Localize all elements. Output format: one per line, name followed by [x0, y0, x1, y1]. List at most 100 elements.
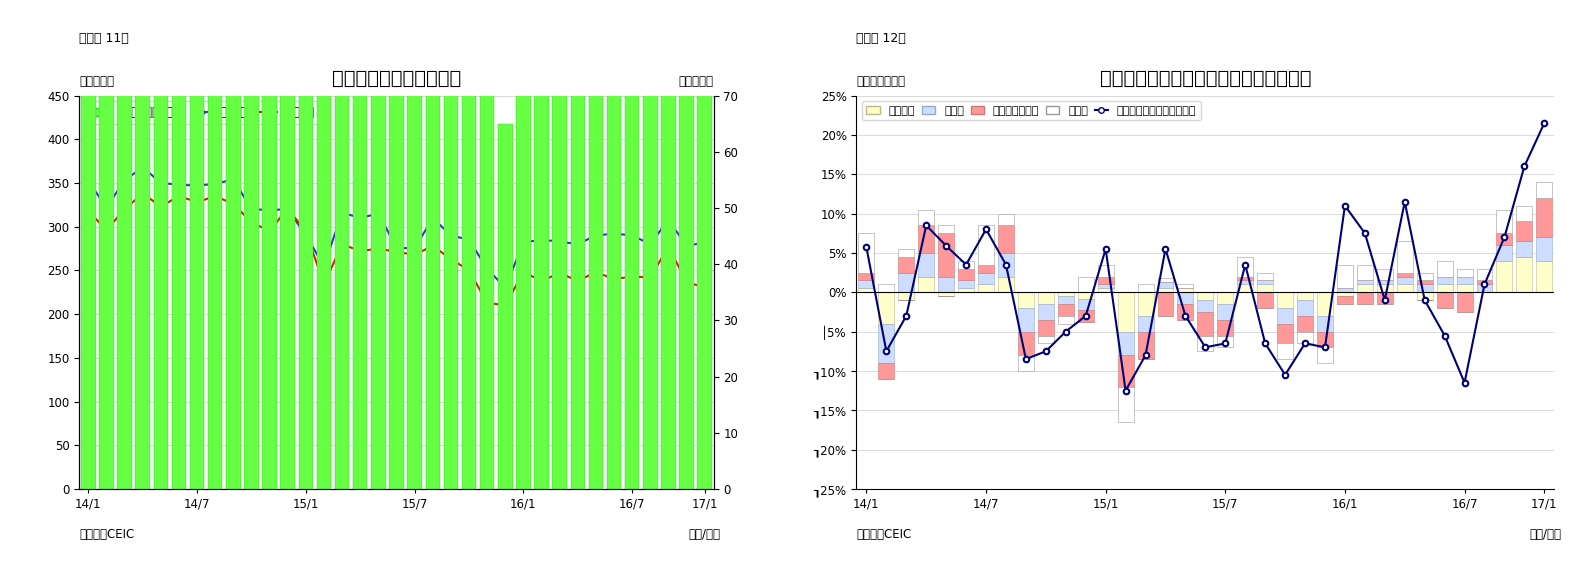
Bar — [371, 0, 385, 489]
Bar — [1416, 284, 1432, 292]
Bar — [898, 273, 914, 292]
Bar — [1137, 292, 1153, 316]
Bar — [879, 292, 895, 324]
Bar — [979, 273, 994, 284]
Bar — [1158, 282, 1174, 288]
Bar — [1237, 257, 1253, 277]
Bar — [1058, 292, 1074, 296]
Bar — [1416, 280, 1432, 284]
Bar — [1416, 273, 1432, 280]
Bar — [1158, 292, 1174, 316]
Bar — [1397, 284, 1413, 292]
Bar — [1277, 343, 1293, 359]
Bar — [1497, 245, 1513, 261]
Bar — [1037, 304, 1053, 320]
Bar — [135, 0, 151, 489]
Bar — [1218, 292, 1234, 304]
Bar — [1058, 304, 1074, 316]
Bar — [1197, 300, 1213, 312]
Bar — [244, 0, 259, 489]
Bar — [117, 0, 132, 489]
Bar — [879, 284, 895, 292]
Bar — [1337, 265, 1353, 288]
Title: シンガポール　輸出の伸び率（品目別）: シンガポール 輸出の伸び率（品目別） — [1099, 70, 1312, 88]
Bar — [879, 363, 895, 379]
Text: （前年同期比）: （前年同期比） — [856, 75, 906, 88]
Bar — [1516, 241, 1532, 257]
Bar — [1497, 210, 1513, 233]
Bar — [1078, 310, 1094, 322]
Bar — [1337, 296, 1353, 304]
Bar — [1537, 198, 1553, 237]
Bar — [898, 257, 914, 273]
Bar — [154, 0, 168, 489]
Bar — [858, 280, 874, 288]
Bar — [661, 0, 676, 489]
Bar — [898, 249, 914, 257]
Bar — [918, 210, 934, 225]
Bar — [1537, 261, 1553, 292]
Bar — [1277, 324, 1293, 343]
Bar — [998, 253, 1013, 277]
Bar — [171, 0, 186, 489]
Bar — [571, 0, 585, 489]
Bar — [1358, 265, 1373, 280]
Bar — [1377, 269, 1393, 280]
Bar — [1258, 273, 1274, 280]
Text: （億ドル）: （億ドル） — [679, 75, 714, 88]
Bar — [1516, 257, 1532, 292]
Bar — [481, 0, 495, 489]
Bar — [1098, 277, 1113, 284]
Bar — [1018, 292, 1034, 308]
Bar — [335, 0, 349, 489]
Bar — [1477, 280, 1492, 284]
Bar — [1377, 280, 1393, 284]
Bar — [1497, 233, 1513, 245]
Bar — [552, 0, 566, 489]
Bar — [1177, 292, 1193, 304]
Text: （資料）CEIC: （資料）CEIC — [79, 528, 135, 541]
Bar — [498, 124, 512, 489]
Text: （年/月）: （年/月） — [688, 528, 720, 541]
Bar — [1018, 332, 1034, 355]
Bar — [298, 0, 312, 489]
Bar — [1537, 182, 1553, 198]
Bar — [1177, 284, 1193, 288]
Bar — [1237, 280, 1253, 284]
Bar — [1258, 280, 1274, 284]
Legend: 電子製品, 医薬品, その他化学製品, その他, 非石油輸出（再輸出除く）: 電子製品, 医薬品, その他化学製品, その他, 非石油輸出（再輸出除く） — [863, 101, 1201, 120]
Bar — [998, 277, 1013, 292]
Bar — [444, 0, 458, 489]
Bar — [534, 0, 549, 489]
Bar — [1098, 284, 1113, 288]
Bar — [1397, 241, 1413, 273]
Bar — [1218, 336, 1234, 347]
Bar — [1037, 320, 1053, 336]
Bar — [1397, 273, 1413, 277]
Bar — [354, 0, 368, 489]
Bar — [389, 0, 404, 489]
Bar — [898, 292, 914, 300]
Bar — [1058, 316, 1074, 324]
Bar — [1218, 304, 1234, 320]
Text: （図表 12）: （図表 12） — [856, 32, 906, 45]
Bar — [588, 0, 603, 489]
Bar — [642, 0, 658, 489]
Bar — [1277, 308, 1293, 324]
Bar — [698, 0, 712, 489]
Bar — [1397, 277, 1413, 284]
Bar — [1316, 292, 1332, 316]
Bar — [1516, 206, 1532, 221]
Bar — [1118, 387, 1134, 422]
Bar — [281, 0, 295, 489]
Bar — [1197, 292, 1213, 300]
Bar — [679, 0, 693, 489]
Bar — [1058, 296, 1074, 304]
Bar — [81, 0, 95, 489]
Bar — [1177, 304, 1193, 320]
Bar — [1437, 284, 1453, 292]
Bar — [1158, 288, 1174, 292]
Bar — [462, 0, 476, 489]
Bar — [1497, 261, 1513, 292]
Bar — [1177, 288, 1193, 292]
